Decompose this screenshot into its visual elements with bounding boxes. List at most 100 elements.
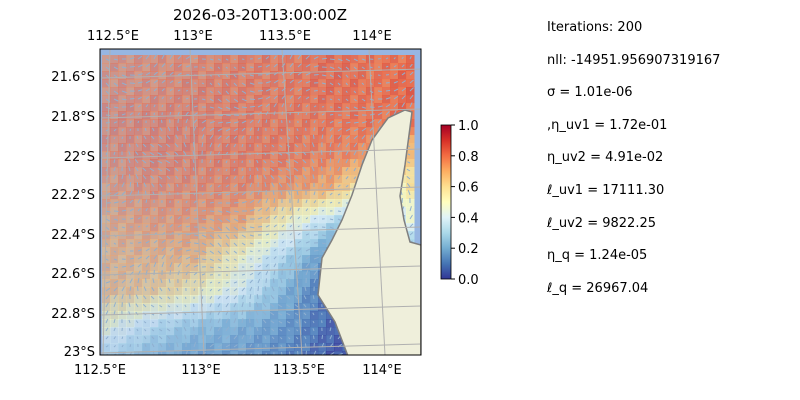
heatmap-cell xyxy=(166,343,175,352)
vector-arrow xyxy=(153,240,158,244)
vector-arrow xyxy=(409,71,414,76)
heatmap-cell xyxy=(262,319,271,328)
vector-arrow xyxy=(277,168,283,172)
vector-arrow xyxy=(241,280,246,284)
vector-arrow xyxy=(305,248,311,252)
heatmap-cell xyxy=(126,303,135,312)
heatmap-cell xyxy=(142,127,151,136)
heatmap-cell xyxy=(166,127,175,136)
heatmap-cell xyxy=(174,263,183,272)
vector-arrow xyxy=(289,62,294,68)
heatmap-cell xyxy=(286,223,295,232)
vector-arrow xyxy=(265,81,271,84)
vector-arrow xyxy=(305,96,310,100)
vector-arrow xyxy=(233,143,237,148)
vector-arrow xyxy=(329,90,333,93)
vector-arrow xyxy=(177,64,182,68)
vector-arrow xyxy=(209,168,212,172)
vector-arrow xyxy=(158,296,163,300)
heatmap-cell xyxy=(270,119,279,128)
vector-arrow xyxy=(159,313,163,316)
vector-arrow xyxy=(311,142,315,148)
heatmap-cell xyxy=(310,143,319,152)
vector-arrow xyxy=(209,303,212,308)
vector-arrow xyxy=(233,266,237,269)
info-line: nll: -14951.956907319167 xyxy=(547,52,721,68)
heatmap-cell xyxy=(278,95,287,104)
heatmap-cell xyxy=(366,135,375,144)
vector-arrow xyxy=(193,288,196,292)
vector-arrow xyxy=(129,257,135,260)
heatmap-cell xyxy=(286,111,295,120)
heatmap-cell xyxy=(166,55,175,64)
heatmap-cell xyxy=(262,111,271,120)
heatmap-cell xyxy=(182,335,191,344)
vector-arrow xyxy=(209,334,214,340)
heatmap-cell xyxy=(310,311,319,320)
heatmap-cell xyxy=(294,319,303,328)
vector-arrow xyxy=(361,142,365,148)
heatmap-cell xyxy=(278,223,287,232)
vector-arrow xyxy=(361,159,364,164)
vector-arrow xyxy=(273,241,276,244)
info-line: ℓ_uv1 = 17111.30 xyxy=(547,183,665,198)
vector-arrow xyxy=(311,150,315,156)
vector-arrow xyxy=(137,217,141,220)
vector-arrow xyxy=(273,206,277,212)
heatmap-cell xyxy=(174,151,183,160)
vector-arrow xyxy=(281,255,285,260)
heatmap-cell xyxy=(286,63,295,72)
lon-tick-top: 112.5°E xyxy=(87,29,139,44)
vector-arrow xyxy=(305,72,311,76)
vector-arrow xyxy=(369,120,375,124)
heatmap-cell xyxy=(142,159,151,168)
heatmap-cell xyxy=(134,335,143,344)
vector-arrow xyxy=(167,287,171,292)
heatmap-cell xyxy=(254,287,263,296)
vector-arrow xyxy=(166,335,171,340)
vector-arrow xyxy=(177,72,182,76)
vector-arrow xyxy=(313,249,319,252)
vector-arrow xyxy=(192,158,195,164)
vector-arrow xyxy=(329,113,334,116)
vector-arrow xyxy=(137,73,143,76)
vector-arrow xyxy=(145,248,150,252)
heatmap-cell xyxy=(278,343,287,352)
heatmap-cell xyxy=(182,199,191,208)
heatmap-cell xyxy=(246,135,255,144)
vector-arrow xyxy=(209,184,213,188)
heatmap-cell xyxy=(166,119,175,128)
vector-arrow xyxy=(128,150,131,156)
vector-arrow xyxy=(217,318,221,324)
vector-arrow xyxy=(353,114,359,117)
vector-arrow xyxy=(209,120,215,124)
heatmap-cell xyxy=(158,119,167,128)
vector-arrow xyxy=(169,71,174,76)
vector-arrow xyxy=(409,214,413,220)
vector-arrow xyxy=(313,56,319,60)
vector-arrow xyxy=(153,71,158,76)
vector-arrow xyxy=(281,233,285,236)
heatmap-cell xyxy=(310,159,319,168)
vector-arrow xyxy=(233,176,237,180)
heatmap-cell xyxy=(118,143,127,152)
heatmap-cell xyxy=(270,335,279,344)
vector-arrow xyxy=(144,329,147,332)
vector-arrow xyxy=(329,98,333,101)
vector-arrow xyxy=(241,250,246,253)
vector-arrow xyxy=(262,319,267,324)
vector-arrow xyxy=(279,328,283,332)
heatmap-cell xyxy=(254,271,263,280)
vector-arrow xyxy=(217,168,220,172)
vector-arrow xyxy=(161,96,165,100)
vector-arrow xyxy=(175,175,179,180)
vector-arrow xyxy=(153,79,158,84)
vector-arrow xyxy=(193,342,197,348)
heatmap-cell xyxy=(286,263,295,272)
heatmap-cell xyxy=(294,199,303,208)
vector-arrow xyxy=(153,96,157,100)
heatmap-cell xyxy=(166,183,175,192)
vector-arrow xyxy=(233,218,239,222)
vector-arrow xyxy=(185,73,190,76)
vector-arrow xyxy=(303,174,307,180)
